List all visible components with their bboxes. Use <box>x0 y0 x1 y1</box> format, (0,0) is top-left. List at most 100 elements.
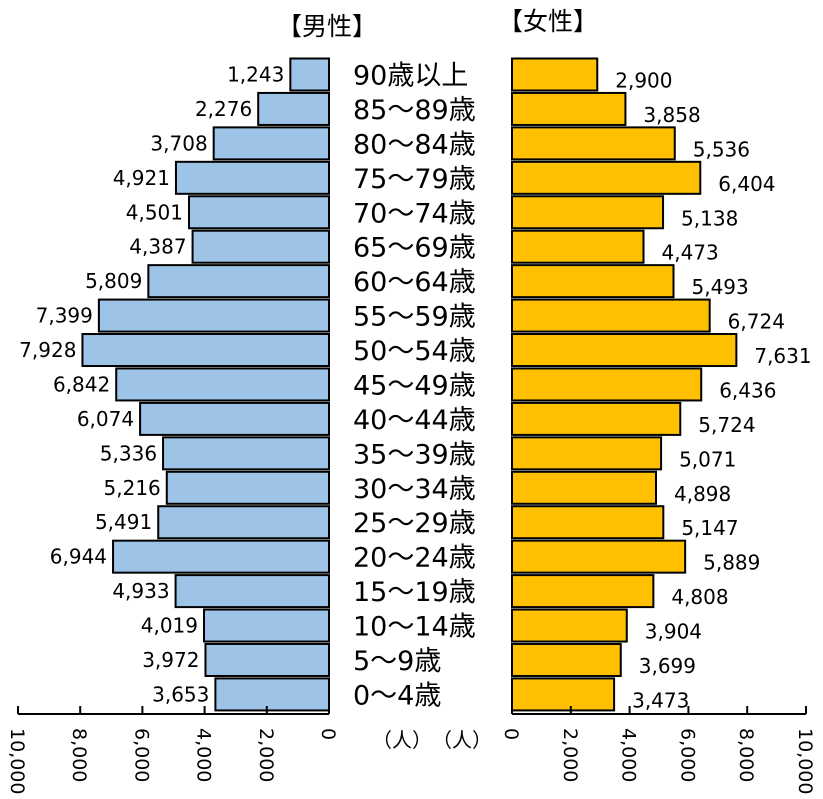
male-value-label: 4,019 <box>141 614 198 638</box>
male-value-label: 3,708 <box>150 131 207 155</box>
age-group-label: 75～79歳 <box>353 164 476 195</box>
male-value-label: 5,216 <box>104 476 161 500</box>
female-bar <box>511 160 702 195</box>
female-bar <box>511 677 616 712</box>
female-value-label: 5,536 <box>693 137 750 161</box>
female-value-label: 3,699 <box>639 654 696 678</box>
age-group-label: 10～14歳 <box>353 612 476 643</box>
male-bar <box>204 642 330 677</box>
male-bar <box>212 126 330 161</box>
male-value-label: 5,336 <box>100 441 157 465</box>
female-value-label: 3,858 <box>643 103 700 127</box>
female-bar <box>511 608 628 643</box>
male-tick-label: 4,000 <box>193 728 215 782</box>
male-bars <box>81 57 331 712</box>
x-axis-ticks: 0 0 2,000 2,000 4,000 4,000 6,000 6,000 8,000 8,0… <box>6 706 816 794</box>
male-value-label: 7,928 <box>19 338 76 362</box>
male-value-label: 7,399 <box>36 304 93 328</box>
female-value-label: 4,898 <box>674 482 731 506</box>
female-bar <box>511 436 663 471</box>
male-value-label: 4,387 <box>129 235 186 259</box>
male-value-label: 3,653 <box>152 682 209 706</box>
male-value-label: 6,944 <box>50 545 107 569</box>
age-group-label: 25～29歳 <box>353 508 476 539</box>
female-value-label: 4,808 <box>671 585 728 609</box>
male-value-labels: 1,243 2,276 3,708 4,921 4,501 4,387 5,809 7,399… <box>19 63 284 707</box>
female-value-label: 2,900 <box>615 69 672 93</box>
male-bar <box>97 298 330 333</box>
male-bar <box>214 677 330 712</box>
male-tick-label: 0 <box>317 728 339 740</box>
age-group-label: 55～59歳 <box>353 302 476 333</box>
male-bar <box>139 401 330 436</box>
male-bar <box>165 470 330 505</box>
female-value-label: 6,436 <box>719 378 776 402</box>
female-value-label: 5,138 <box>681 206 738 230</box>
age-group-label: 80～84歳 <box>353 129 476 160</box>
female-bar <box>511 333 738 368</box>
male-tick-label: 10,000 <box>6 728 28 794</box>
female-bar <box>511 642 622 677</box>
female-value-label: 5,889 <box>703 551 760 575</box>
age-group-label: 85～89歳 <box>353 95 476 126</box>
age-group-label: 60～64歳 <box>353 267 476 298</box>
male-tick-label: 6,000 <box>130 728 152 782</box>
male-value-label: 1,243 <box>227 63 284 87</box>
male-bar <box>115 367 330 402</box>
female-bar <box>511 195 665 230</box>
male-value-label: 5,491 <box>95 510 152 534</box>
age-group-label: 35～39歳 <box>353 439 476 470</box>
age-group-label: 30～34歳 <box>353 474 476 505</box>
female-value-label: 6,404 <box>718 172 775 196</box>
male-bar <box>289 57 331 92</box>
female-value-label: 6,724 <box>728 310 785 334</box>
male-value-label: 5,809 <box>85 269 142 293</box>
age-group-label: 40～44歳 <box>353 405 476 436</box>
female-panel-title: 【女性】 <box>498 7 598 36</box>
female-bar <box>511 264 675 299</box>
age-group-label: 15～19歳 <box>353 577 476 608</box>
female-tick-label: 2,000 <box>559 728 581 782</box>
female-tick-label: 0 <box>500 728 522 740</box>
female-bar <box>511 57 599 92</box>
age-group-label: 0～4歳 <box>353 680 441 711</box>
male-value-label: 6,074 <box>77 407 134 431</box>
female-value-label: 4,473 <box>662 241 719 265</box>
female-bar <box>511 574 655 609</box>
male-value-label: 4,501 <box>126 200 183 224</box>
male-bar <box>188 195 330 230</box>
male-value-label: 4,921 <box>113 166 170 190</box>
age-group-label: 50～54歳 <box>353 336 476 367</box>
male-tick-label: 2,000 <box>255 728 277 782</box>
female-value-label: 3,473 <box>632 688 689 712</box>
female-tick-label: 8,000 <box>735 728 757 782</box>
male-bar <box>174 574 330 609</box>
age-group-label: 20～24歳 <box>353 543 476 574</box>
female-bar <box>511 401 682 436</box>
male-bar <box>147 264 330 299</box>
male-value-label: 4,933 <box>112 579 169 603</box>
male-value-label: 3,972 <box>142 648 199 672</box>
male-tick-label: 8,000 <box>68 728 90 782</box>
male-value-label: 6,842 <box>53 372 110 396</box>
male-unit-label: （人） <box>372 728 432 752</box>
male-bar <box>157 505 330 540</box>
female-bar <box>511 539 687 574</box>
male-bar <box>174 160 330 195</box>
female-value-label: 3,904 <box>645 620 702 644</box>
female-value-label: 7,631 <box>754 344 811 368</box>
female-bar <box>511 91 627 126</box>
male-bar <box>81 333 331 368</box>
female-bar <box>511 367 703 402</box>
age-group-label: 90歳以上 <box>353 61 468 92</box>
male-panel-title: 【男性】 <box>277 12 377 41</box>
male-bar <box>112 539 331 574</box>
female-bar <box>511 298 711 333</box>
female-tick-label: 6,000 <box>676 728 698 782</box>
age-group-label: 70～74歳 <box>353 198 476 229</box>
male-value-label: 2,276 <box>195 97 252 121</box>
female-unit-label: （人） <box>432 728 492 752</box>
male-bar <box>191 229 330 264</box>
